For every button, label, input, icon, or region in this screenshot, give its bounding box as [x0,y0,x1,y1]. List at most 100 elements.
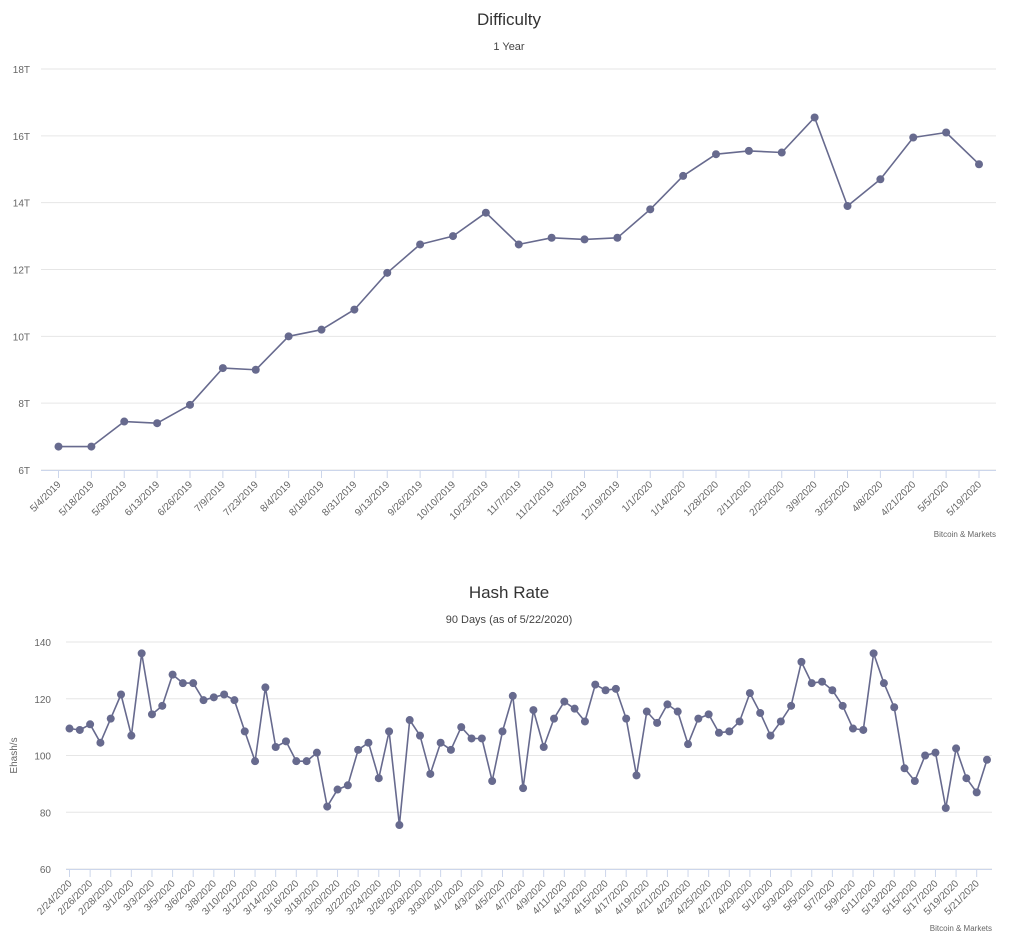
hashrate-data-point [539,742,548,751]
hashrate-data-point [117,690,126,699]
hashrate-data-point [178,679,187,688]
difficulty-y-tick-label: 12T [13,266,30,277]
difficulty-data-point [712,150,720,159]
difficulty-data-point [547,233,556,242]
hashrate-data-point [488,777,497,786]
hashrate-data-point [75,725,84,734]
hashrate-data-point [756,708,765,717]
difficulty-data-point [744,146,753,155]
difficulty-data-point [87,442,96,451]
difficulty-chart: Difficulty 1 Year 6T 8T 10T 12T 14T 16T 18T 5/4… [13,10,996,539]
hashrate-data-point [787,701,796,710]
hashrate-data-point [869,649,878,658]
hashrate-data-point [251,757,260,766]
hashrate-data-point [354,745,363,754]
difficulty-data-point [646,205,655,214]
hashrate-y-axis-title: Ehash/s [9,737,20,773]
difficulty-x-tick-label: 2/25/2020 [748,479,788,519]
hashrate-data-point [385,727,394,736]
hashrate-data-point [189,679,198,688]
hashrate-data-point [797,657,806,666]
hashrate-data-point [209,693,218,702]
difficulty-data-point [580,235,589,244]
hashrate-y-tick-label: 100 [34,752,51,763]
difficulty-data-point [449,232,457,241]
hashrate-data-point [292,757,301,766]
hashrate-data-point [776,717,785,726]
difficulty-data-point [186,400,194,409]
difficulty-data-point [120,417,129,426]
hashrate-data-point [147,710,156,719]
difficulty-data-point [810,113,819,122]
difficulty-data-point [777,148,786,157]
hashrate-y-tick-label: 140 [34,638,51,649]
difficulty-x-tick-label: 3/25/2020 [813,479,853,519]
difficulty-y-tick-label: 10T [13,332,30,343]
hashrate-data-point [673,707,682,716]
difficulty-data-point [613,233,622,242]
difficulty-x-tick-label: 6/26/2019 [156,479,196,519]
difficulty-series-line [58,116,980,448]
hashrate-chart: Hash Rate 90 Days (as of 5/22/2020) 60 80… [0,575,1018,942]
difficulty-y-tick-label: 8T [18,399,30,410]
difficulty-plot: 6T8T10T12T14T16T18T5/4/20195/18/20195/30… [13,65,996,523]
difficulty-data-point [481,208,490,217]
hashrate-data-point [436,738,445,747]
hashrate-y-tick-label: 120 [34,695,51,706]
difficulty-data-point [679,171,688,180]
hashrate-data-point [611,684,620,693]
hashrate-data-point [848,724,857,733]
difficulty-data-point [153,419,162,428]
difficulty-data-point [54,442,63,451]
difficulty-data-point [416,240,425,249]
hashrate-data-point [127,731,136,740]
hashrate-data-point [694,714,703,723]
hashrate-data-point [622,714,631,723]
hashrate-data-point [323,802,332,811]
hashrate-data-point [941,803,950,812]
difficulty-data-point [284,332,293,341]
hashrate-data-point [972,788,981,797]
hashrate-data-point [457,723,466,732]
hashrate-data-point [684,740,693,749]
hashrate-data-point [735,717,744,726]
hashrate-credit[interactable]: Bitcoin & Markets [929,924,992,933]
hashrate-data-point [921,751,930,760]
hashrate-data-point [900,764,909,773]
difficulty-y-tick-label: 18T [13,65,30,76]
difficulty-x-tick-label: 1/28/2020 [682,479,722,519]
hashrate-data-point [580,717,589,726]
hashrate-data-point [632,771,641,780]
difficulty-y-tick-label: 14T [13,199,30,210]
difficulty-x-tick-label: 7/23/2019 [222,479,262,519]
hashrate-data-point [550,714,559,723]
hashrate-data-point [281,737,290,746]
hashrate-data-point [199,696,208,705]
hashrate-data-point [86,720,95,729]
hashrate-data-point [962,774,971,783]
hashrate-data-point [879,679,888,688]
difficulty-data-point [876,175,885,184]
hashrate-data-point [560,697,569,706]
difficulty-data-point [383,268,392,277]
hashrate-data-point [374,774,383,783]
difficulty-data-point [843,202,852,211]
difficulty-data-point [218,364,227,373]
hashrate-data-point [261,683,270,692]
difficulty-x-tick-label: 4/21/2020 [879,479,919,519]
hashrate-data-point [395,821,404,830]
hashrate-data-point [952,744,961,753]
difficulty-data-point [350,305,359,314]
hashrate-data-point [807,679,816,688]
difficulty-data-point [317,325,326,334]
difficulty-credit[interactable]: Bitcoin & Markets [933,530,996,539]
hashrate-data-point [220,690,229,699]
hashrate-data-point [766,731,775,740]
hashrate-data-point [570,704,579,713]
hashrate-data-point [983,755,991,764]
hashrate-chart-title: Hash Rate [468,583,550,602]
hashrate-data-point [818,677,827,686]
hashrate-data-point [137,649,146,658]
hashrate-data-point [601,686,610,695]
hashrate-data-point [343,781,352,790]
